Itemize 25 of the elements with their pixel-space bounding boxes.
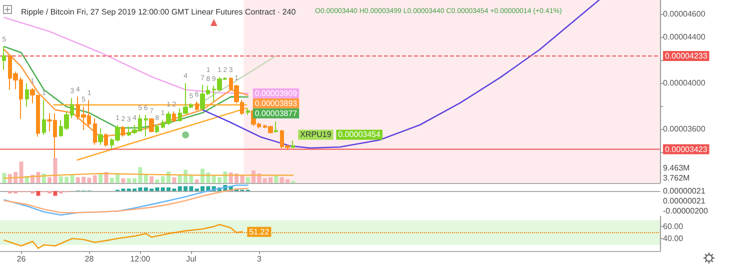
data-label: 0.00003909 [254,88,298,98]
y-tick-label: 60.00 [663,222,684,231]
text: 0.00000021 [663,196,706,206]
x-tick-label: 12:00 [130,254,151,264]
y-tick-label: 0.00003600 [663,124,706,134]
data-label: 0.00003893 [254,98,298,108]
ref-line-label: 0.00004233 [665,52,708,61]
y-tick-label: 0.00004000 [663,78,706,88]
text: 3.762M [663,174,690,182]
text: 0.00003454 [338,130,380,140]
text: 0.00000021 [663,186,706,196]
y-tick-label: 0.00004400 [663,32,706,42]
x-tick-label: 26 [16,254,26,264]
text: -0.00000200 [663,206,708,216]
y-tick-label: 40.00 [663,234,684,244]
x-tick-label: 3 [256,254,262,264]
data-label: 0.00003877 [254,108,298,118]
text: Ripple / Bitcoin Fri, 27 Sep 2019 12:00:00 GMT Linear Futures Contract · 240 [21,8,296,16]
annotation: XRPU19 [300,130,332,140]
x-tick-label: 28 [84,254,94,264]
ref-line-label: 0.00003423 [665,144,708,154]
data-label: 51.22 [249,227,270,236]
y-tick-label: 0.00004600 [663,9,706,18]
text: 9.463M [663,164,690,172]
x-tick-label: Jul [186,254,197,264]
